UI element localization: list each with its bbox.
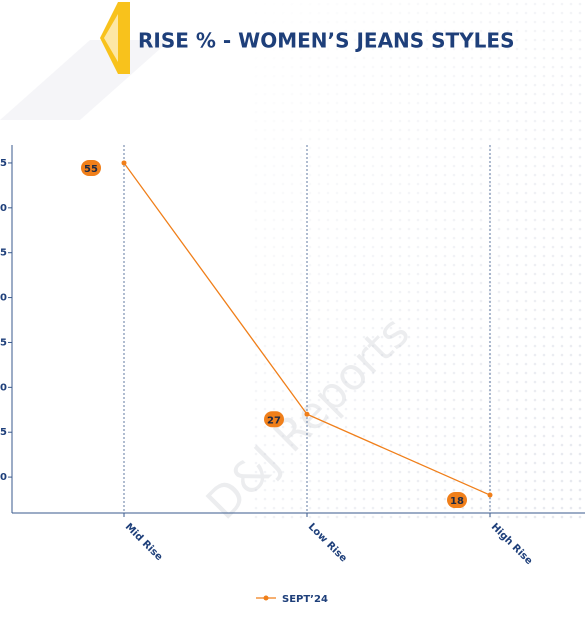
data-label-badge: [264, 411, 284, 428]
y-tick-label: 25: [0, 427, 7, 438]
legend-marker: [263, 595, 269, 601]
y-tick-label: 40: [0, 293, 7, 304]
point: [304, 411, 310, 417]
y-tick-label: 45: [0, 248, 7, 259]
x-tick-label: Low Rise: [306, 521, 349, 564]
y-tick-label: 55: [0, 158, 7, 169]
chart-title: RISE % - WOMEN’S JEANS STYLES: [138, 29, 515, 53]
y-tick-label: 35: [0, 337, 7, 348]
y-tick-label: 50: [0, 203, 7, 214]
data-label: 27: [267, 415, 281, 426]
x-tick-label: High Rise: [489, 521, 535, 567]
title-chevron-inner: [104, 14, 118, 62]
point: [121, 160, 127, 166]
background-fade: [250, 0, 585, 520]
point: [487, 492, 493, 498]
legend-label: SEPT’24: [282, 594, 328, 605]
data-label-badge: [447, 492, 467, 509]
x-tick-label: Mid Rise: [123, 521, 165, 563]
y-tick-label: 20: [0, 472, 7, 483]
data-label-badge: [81, 159, 101, 176]
y-tick-label: 30: [0, 382, 7, 393]
data-label: 55: [84, 164, 98, 175]
data-label: 18: [450, 496, 464, 507]
